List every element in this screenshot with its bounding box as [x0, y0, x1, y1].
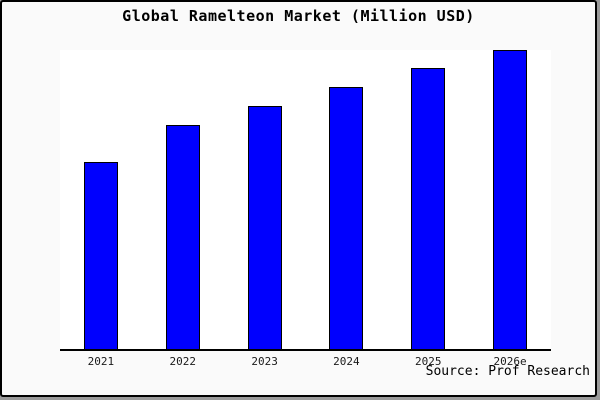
x-tick-label-2021: 2021 — [87, 355, 115, 368]
x-tick-label-2025: 2025 — [415, 355, 442, 368]
bar-2025 — [411, 68, 446, 350]
chart-title: Global Ramelteon Market (Million USD) — [122, 7, 475, 25]
bar-2026e — [493, 50, 528, 350]
bar-2022 — [165, 125, 200, 350]
x-tick-label-2022: 2022 — [169, 355, 197, 368]
plot-area — [60, 50, 551, 351]
x-tick-label-2024: 2024 — [333, 355, 360, 368]
bar-2023 — [247, 106, 282, 350]
source-credit: Source: Prof Research — [425, 364, 590, 379]
x-tick-label-2023: 2023 — [251, 355, 278, 368]
x-tick-label-2026e: 2026e — [493, 355, 527, 368]
bar-2024 — [329, 86, 364, 350]
bar-2021 — [83, 161, 118, 350]
x-axis-line — [60, 349, 551, 351]
